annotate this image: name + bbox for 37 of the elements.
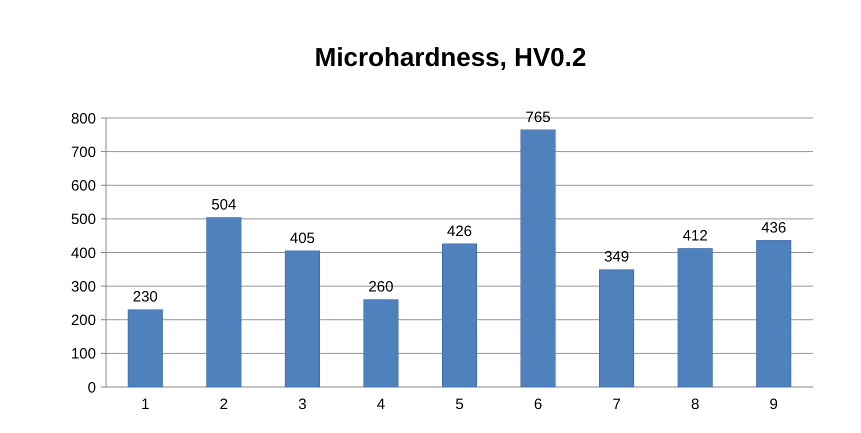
data-label: 412 — [682, 227, 708, 244]
x-tick-label: 1 — [141, 396, 150, 413]
bar — [206, 217, 242, 388]
x-tick-label: 5 — [455, 396, 464, 413]
bar — [128, 309, 163, 388]
data-label: 405 — [290, 230, 315, 247]
data-label: 230 — [132, 288, 158, 306]
y-tick-label: 500 — [70, 211, 96, 228]
bar — [678, 248, 713, 388]
bar — [520, 130, 556, 388]
data-label: 765 — [526, 108, 551, 126]
x-tick-label: 8 — [690, 396, 700, 413]
data-label: 349 — [604, 248, 630, 266]
y-tick-label: 100 — [70, 346, 96, 363]
y-tick-label: 600 — [70, 178, 96, 194]
data-label: 504 — [211, 196, 236, 214]
bar — [363, 299, 398, 388]
y-tick-label: 700 — [70, 144, 96, 161]
bar — [284, 250, 320, 388]
x-tick-label: 9 — [770, 396, 778, 413]
data-label: 436 — [761, 219, 786, 236]
x-tick-label: 4 — [376, 396, 386, 413]
y-tick-label: 400 — [70, 244, 96, 262]
x-tick-label: 2 — [220, 396, 228, 413]
data-label: 260 — [368, 278, 394, 296]
bar — [599, 269, 634, 388]
y-tick-label: 300 — [70, 278, 96, 296]
x-tick-label: 3 — [298, 396, 307, 413]
bar — [756, 240, 792, 388]
y-tick-label: 800 — [70, 110, 96, 128]
x-tick-label: 6 — [534, 396, 542, 413]
x-tick-label: 7 — [612, 396, 621, 413]
chart-title: Microhardness, HV0.2 — [314, 42, 586, 72]
bar — [442, 244, 478, 388]
data-label: 426 — [446, 222, 472, 240]
y-tick-label: 200 — [70, 312, 96, 329]
y-tick-label: 0 — [88, 379, 96, 396]
